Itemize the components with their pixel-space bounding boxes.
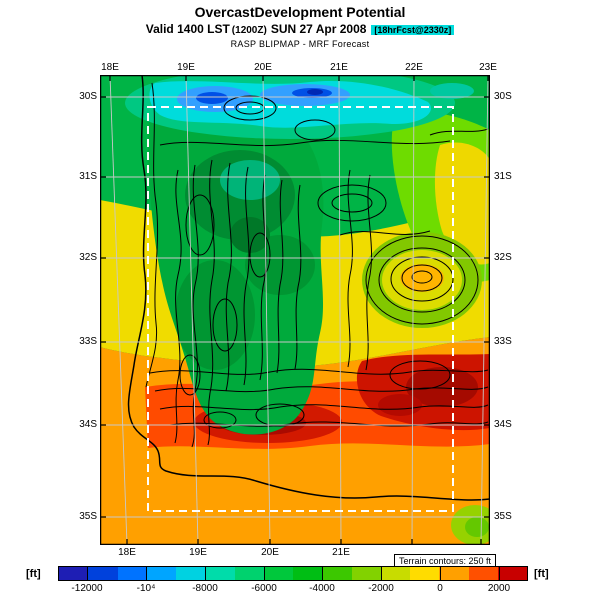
colorbar-segment xyxy=(205,567,235,580)
colorbar-tick-label: -4000 xyxy=(309,583,335,594)
colorbar-tick xyxy=(381,566,382,581)
colorbar-tick xyxy=(87,566,88,581)
valid-time: Valid 1400 LST xyxy=(145,22,230,36)
zulu-time: (1200Z) xyxy=(231,25,267,36)
axis-label-bottom: 19E xyxy=(189,547,207,558)
colorbar-tick-label: -10⁴ xyxy=(136,583,156,594)
colorbar-unit-right: [ft] xyxy=(534,568,549,580)
colorbar xyxy=(58,566,528,581)
model-label: RASP BLIPMAP - MRF Forecast xyxy=(230,39,370,49)
colorbar-segment xyxy=(146,567,176,580)
axis-label-top: 21E xyxy=(330,62,348,73)
colorbar-segment xyxy=(117,567,147,580)
colorbar-tick xyxy=(146,566,147,581)
axis-label-left: 34S xyxy=(79,419,97,430)
axis-label-bottom: 21E xyxy=(332,547,350,558)
colorbar-segment xyxy=(263,567,293,580)
axis-label-bottom: 20E xyxy=(261,547,279,558)
colorbar-segment xyxy=(176,567,206,580)
colorbar-tick-label: 0 xyxy=(437,583,443,594)
axis-label-top: 22E xyxy=(405,62,423,73)
colorbar-segment xyxy=(234,567,264,580)
terrain-contour-lines xyxy=(127,74,491,501)
colorbar-tick xyxy=(264,566,265,581)
colorbar-tick-label: -6000 xyxy=(251,583,277,594)
domain-box xyxy=(147,106,454,512)
axis-label-right: 32S xyxy=(494,252,512,263)
colorbar-segment xyxy=(59,567,89,580)
colorbar-segment xyxy=(293,567,323,580)
colorbar-segment xyxy=(322,567,352,580)
colorbar-segment xyxy=(88,567,118,580)
colorbar-tick xyxy=(499,566,500,581)
map-plot xyxy=(99,67,499,546)
axis-label-bottom: 18E xyxy=(118,547,136,558)
valid-date: SUN 27 Apr 2008 xyxy=(270,22,367,36)
map-frame xyxy=(99,74,491,546)
colorbar-tick xyxy=(205,566,206,581)
colorbar-tick xyxy=(322,566,323,581)
latlon-grid xyxy=(100,74,490,546)
colorbar-segment xyxy=(497,567,527,580)
page-title: OvercastDevelopment Potential xyxy=(194,4,406,20)
colorbar-tick-label: -8000 xyxy=(192,583,218,594)
axis-label-top: 19E xyxy=(177,62,195,73)
axis-label-right: 31S xyxy=(494,171,512,182)
coastline xyxy=(127,74,491,501)
axis-label-left: 35S xyxy=(79,511,97,522)
colorbar-tick-label: 2000 xyxy=(487,583,511,594)
axis-label-right: 30S xyxy=(494,91,512,102)
colorbar-segment xyxy=(468,567,498,580)
contour-map xyxy=(99,67,499,546)
colorbar-segment xyxy=(351,567,381,580)
axis-label-top: 23E xyxy=(479,62,497,73)
axis-label-right: 33S xyxy=(494,336,512,347)
colorbar-unit-left: [ft] xyxy=(26,568,41,580)
valid-time-line: Valid 1400 LST (1200Z) SUN 27 Apr 2008 [18h… xyxy=(0,22,600,36)
colorbar-segment xyxy=(439,567,469,580)
colorbar-tick xyxy=(440,566,441,581)
forecast-tag: [18hrFcst@2330z] xyxy=(371,25,455,35)
axis-label-left: 30S xyxy=(79,91,97,102)
colorbar-tick-label: -12000 xyxy=(71,583,103,594)
axis-label-top: 18E xyxy=(101,62,119,73)
colorbar-segment xyxy=(410,567,440,580)
axis-label-right: 35S xyxy=(494,511,512,522)
axis-label-left: 32S xyxy=(79,252,97,263)
axis-label-left: 33S xyxy=(79,336,97,347)
axis-label-left: 31S xyxy=(79,171,97,182)
colorbar-tick-label: -2000 xyxy=(368,583,394,594)
colorbar-segment xyxy=(380,567,410,580)
axis-label-right: 34S xyxy=(494,419,512,430)
axis-label-top: 20E xyxy=(254,62,272,73)
